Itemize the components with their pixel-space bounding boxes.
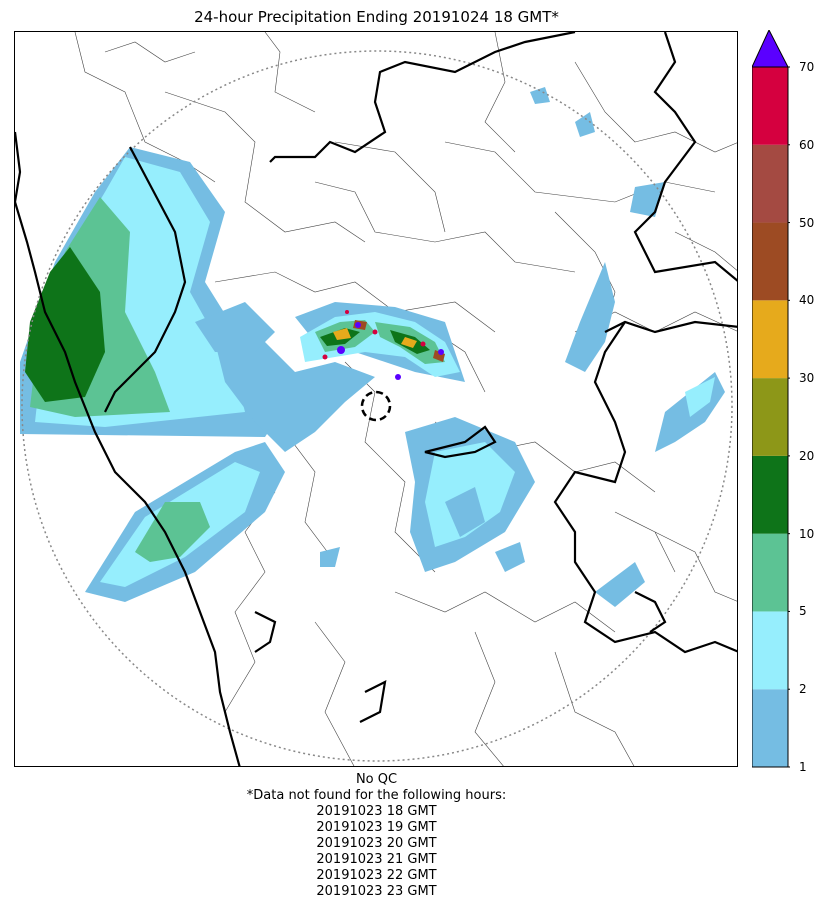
missing-hour-1: 20191023 18 GMT [316,804,437,819]
colorbar-tick-label: 5 [799,604,807,619]
precipitation-map [14,31,738,767]
colorbar-extend-arrow [752,30,789,68]
colorbar-tick-label: 40 [799,293,815,308]
radar-range-ring [21,50,733,762]
colorbar-segment-6 [752,300,788,379]
colorbar-segment-2 [752,611,788,690]
missing-hour-5: 20191023 22 GMT [316,868,437,883]
colorbar-segment-4 [752,455,788,534]
colorbar-tick-label: 1 [799,760,807,774]
colorbar-tick-label: 2 [799,682,807,697]
colorbar-tick-label: 30 [799,371,815,386]
colorbar-segment-1 [752,689,788,767]
colorbar-segment-9 [752,67,788,145]
colorbar-segment-8 [752,144,788,223]
colorbar-tick-label: 50 [799,215,815,230]
missing-hour-3: 20191023 20 GMT [316,836,437,851]
state-boundaries [15,32,737,766]
missing-hour-4: 20191023 21 GMT [316,852,437,867]
footer-notes: No QC *Data not found for the following … [14,772,739,900]
colorbar-tick-label: 70 [799,60,815,74]
chart-title: 24-hour Precipitation Ending 20191024 18… [194,8,559,26]
precipitation-field [20,87,725,607]
colorbar-segment-3 [752,533,788,612]
radar-site-marker [360,390,392,422]
qc-note: No QC [355,772,398,787]
colorbar-segment-5 [752,378,788,456]
missing-hour-2: 20191023 19 GMT [316,820,437,835]
colorbar-tick-label: 20 [799,448,815,463]
precipitation-colorbar [752,30,790,768]
missing-data-header: *Data not found for the following hours: [246,788,507,803]
colorbar-segment-7 [752,222,788,301]
colorbar-tick-label: 60 [799,137,815,152]
colorbar-tick-label: 10 [799,526,815,541]
missing-hour-6: 20191023 23 GMT [316,884,437,899]
